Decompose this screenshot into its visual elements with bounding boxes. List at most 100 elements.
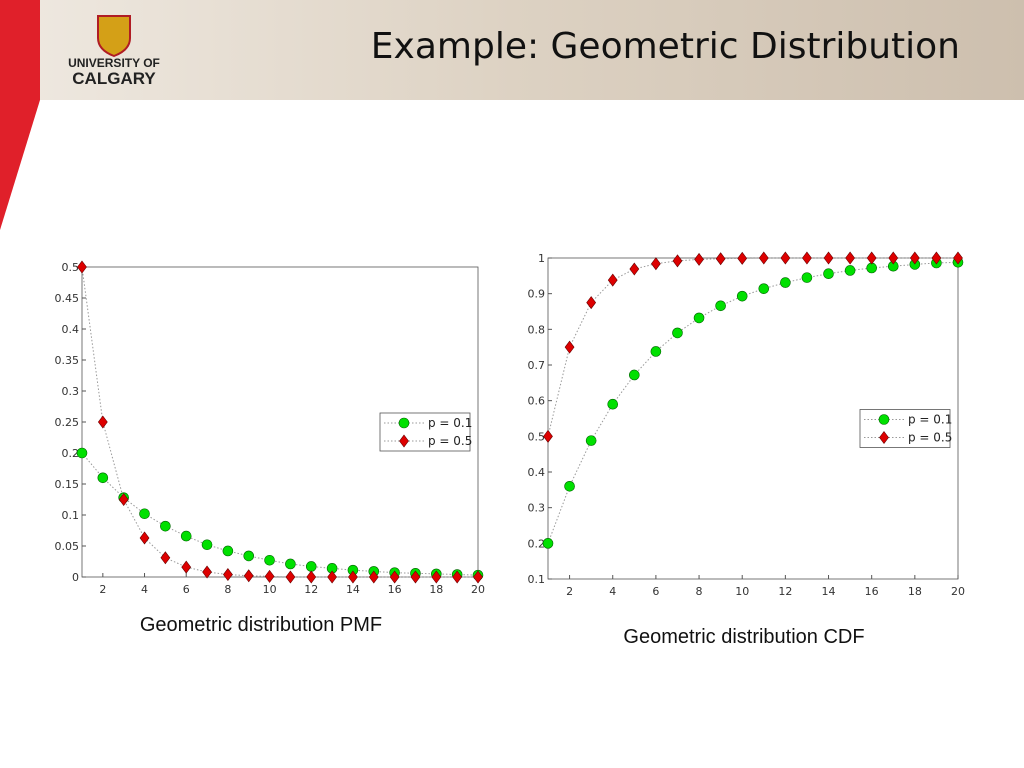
point: [223, 568, 233, 582]
x-tick-label: 12: [778, 585, 792, 598]
point: [564, 480, 575, 492]
legend-label: p = 0.1: [428, 416, 472, 430]
header-band: [0, 0, 1024, 100]
legend-box: [859, 409, 951, 448]
point: [97, 415, 108, 429]
point: [368, 570, 379, 584]
y-tick-label: 0.4: [62, 323, 80, 336]
y-tick-label: 0.05: [55, 540, 80, 553]
legend-label: p = 0.5: [908, 431, 952, 445]
chart-caption: Geometric distribution PMF: [140, 614, 382, 636]
y-tick-label: 0.3: [62, 385, 80, 398]
x-tick-label: 10: [263, 583, 277, 596]
y-tick-label: 0: [72, 571, 79, 584]
point: [473, 570, 483, 584]
legend-label: p = 0.1: [908, 413, 952, 427]
x-tick-label: 16: [865, 585, 879, 598]
y-tick-label: 0.8: [528, 323, 546, 336]
point: [909, 251, 920, 265]
point: [139, 531, 150, 545]
y-tick-label: 0.5: [528, 430, 546, 443]
point: [264, 569, 275, 583]
x-tick-label: 4: [141, 583, 148, 596]
y-tick-label: 0.4: [528, 466, 546, 479]
red-stripe: [0, 0, 40, 230]
point: [348, 570, 358, 584]
legend-marker: [879, 431, 889, 444]
x-tick-label: 8: [696, 585, 703, 598]
y-tick-label: 0.7: [528, 359, 546, 372]
legend-marker: [398, 417, 410, 429]
logo-line: CALGARY: [72, 69, 156, 88]
point: [607, 398, 619, 410]
point: [802, 251, 812, 265]
y-tick-label: 0.9: [528, 288, 546, 301]
point: [118, 492, 129, 507]
chart-caption: Geometric distribution CDF: [623, 626, 864, 648]
point: [758, 283, 770, 294]
point: [76, 447, 88, 459]
point: [931, 251, 942, 265]
x-tick-label: 8: [224, 583, 231, 596]
logo-line: UNIVERSITY OF: [68, 56, 160, 70]
y-tick-label: 0.2: [62, 447, 80, 460]
y-tick-label: 0.6: [528, 395, 546, 408]
x-tick-label: 18: [908, 585, 922, 598]
chart: 0 0.05 0.1 0.15 0.2 0.25 0.3 0.35 0.4 0.45 0.5 2 4 6 8…: [55, 260, 485, 636]
x-tick-label: 10: [735, 585, 749, 598]
point: [306, 570, 317, 584]
point: [953, 251, 963, 265]
point: [139, 508, 150, 520]
legend-marker: [399, 434, 409, 448]
point: [160, 551, 171, 565]
point: [264, 554, 275, 566]
y-tick-label: 0.25: [55, 416, 80, 429]
point: [629, 262, 640, 276]
point: [694, 252, 704, 266]
point: [672, 254, 683, 268]
point: [866, 251, 877, 265]
point: [607, 273, 618, 287]
point: [181, 560, 192, 574]
point: [758, 251, 769, 265]
point: [452, 570, 463, 584]
point: [564, 340, 575, 354]
point: [780, 251, 791, 265]
point: [585, 435, 597, 446]
point: [97, 472, 109, 484]
point: [715, 252, 726, 266]
point: [888, 251, 899, 265]
point: [389, 570, 400, 584]
point: [77, 260, 87, 274]
legend-box: [379, 412, 471, 452]
point: [693, 312, 705, 324]
x-tick-label: 14: [346, 583, 360, 596]
point: [845, 251, 855, 265]
y-tick-label: 0.5: [62, 261, 80, 274]
x-tick-label: 14: [822, 585, 836, 598]
point: [737, 251, 748, 265]
point: [629, 369, 640, 381]
point: [844, 265, 856, 276]
y-tick-label: 0.1: [528, 573, 546, 586]
y-tick-label: 0.15: [55, 478, 80, 491]
x-tick-label: 2: [99, 583, 106, 596]
point: [650, 346, 662, 357]
point: [222, 545, 234, 557]
point: [801, 272, 813, 283]
y-tick-label: 0.3: [528, 502, 546, 515]
point: [305, 561, 317, 572]
chart: 0.10.20.30.40.50.60.70.80.912 4 6 8 10 12 14 16…: [528, 251, 965, 648]
legend-marker: [878, 414, 890, 425]
point: [823, 251, 834, 265]
x-tick-label: 6: [652, 585, 659, 598]
point: [542, 538, 554, 549]
point: [243, 550, 255, 562]
point: [823, 268, 834, 279]
y-tick-label: 0.1: [62, 509, 80, 522]
point: [202, 565, 212, 579]
point: [285, 558, 296, 570]
x-tick-label: 18: [429, 583, 443, 596]
y-tick-label: 1: [538, 252, 545, 265]
